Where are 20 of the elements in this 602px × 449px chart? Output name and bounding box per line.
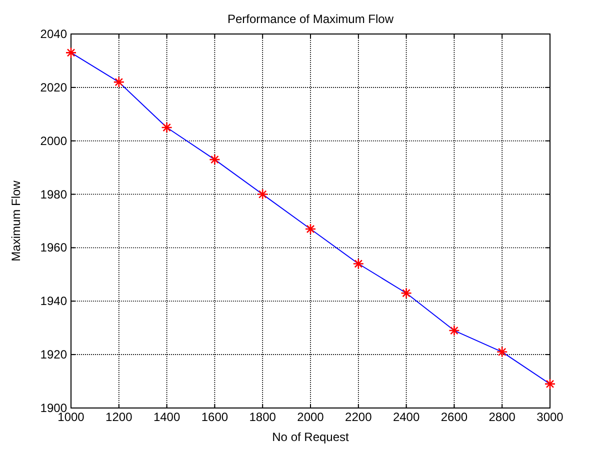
x-tick-label: 2800 <box>488 410 516 424</box>
y-tick-label: 1940 <box>40 294 68 308</box>
x-tick-label: 2200 <box>345 410 372 424</box>
x-tick-label: 1200 <box>106 410 133 424</box>
x-tick-label: 2000 <box>297 410 324 424</box>
y-tick-label: 1980 <box>40 187 68 202</box>
chart-title: Performance of Maximum Flow <box>227 12 394 26</box>
y-axis-title: Maximum Flow <box>9 180 23 262</box>
y-tick-label: 2040 <box>40 27 68 41</box>
x-tick-label: 2400 <box>392 410 420 424</box>
y-tick-label: 2020 <box>40 80 68 94</box>
y-tick-label: 1920 <box>40 348 68 362</box>
y-tick-label: 2000 <box>40 134 68 148</box>
x-tick-label: 1400 <box>153 410 180 424</box>
x-tick-label: 3000 <box>536 410 564 424</box>
y-tick-label: 1960 <box>40 240 68 255</box>
x-axis-title: No of Request <box>272 430 350 444</box>
x-tick-label: 1600 <box>201 410 228 424</box>
x-tick-label: 2600 <box>440 410 468 424</box>
x-tick-label: 1800 <box>249 410 276 424</box>
